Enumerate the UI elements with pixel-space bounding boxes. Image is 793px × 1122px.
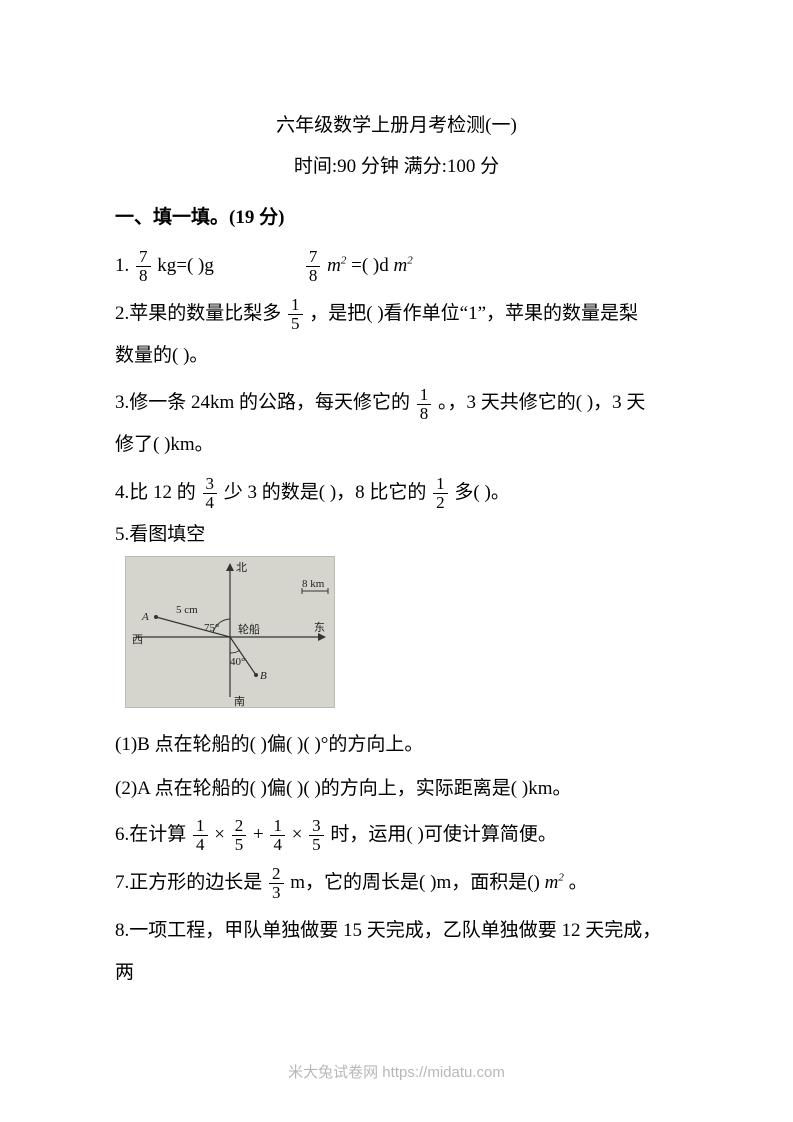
- question-2: 2.苹果的数量比梨多 1 5 ，是把( )看作单位“1”，苹果的数量是梨 数量的…: [115, 293, 678, 377]
- denominator: 8: [306, 267, 321, 285]
- times-sign: ×: [292, 824, 303, 845]
- denominator: 5: [232, 836, 247, 854]
- q3-text2: 修了( )km。: [115, 434, 214, 455]
- q2-text: ，是把( )看作单位“1”，苹果的数量是梨: [309, 303, 638, 324]
- denominator: 8: [136, 267, 151, 285]
- diagram-svg: 北 南 东 西 A 5 cm 75° B 40° 轮船 8 km: [126, 557, 334, 707]
- question-8: 8.一项工程，甲队单独做要 15 天完成，乙队单独做要 12 天完成，两: [115, 910, 678, 994]
- numerator: 3: [203, 475, 218, 494]
- q4-text2: 多( )。: [454, 482, 509, 503]
- q1-text: =( )d: [351, 255, 389, 276]
- m-squared: m2: [327, 255, 346, 276]
- dist-a-label: 5 cm: [176, 604, 198, 616]
- numerator: 2: [269, 865, 284, 884]
- numerator: 7: [306, 248, 321, 267]
- fraction: 1 5: [288, 296, 303, 333]
- m-squared: m2: [393, 255, 412, 276]
- m-squared: m2: [545, 872, 564, 893]
- numerator: 2: [232, 817, 247, 836]
- fraction: 7 8: [136, 248, 151, 285]
- question-6: 6.在计算 1 4 × 2 5 + 1 4 × 3 5 时，运用( )可使计算简…: [115, 814, 678, 856]
- numerator: 7: [136, 248, 151, 267]
- point-a-label: A: [141, 611, 149, 623]
- denominator: 4: [270, 836, 285, 854]
- angle-b-label: 40°: [230, 656, 245, 668]
- fraction: 2 3: [269, 865, 284, 902]
- q7-text: m，它的周长是( )m，面积是(): [290, 872, 544, 893]
- question-5: 5.看图填空: [115, 520, 678, 550]
- plus-sign: +: [253, 824, 264, 845]
- denominator: 2: [433, 494, 448, 512]
- south-label: 南: [234, 695, 245, 707]
- question-1: 1. 7 8 kg=( )g 7 8 m2 =( )d m2: [115, 245, 678, 287]
- page-subtitle: 时间:90 分钟 满分:100 分: [115, 151, 678, 178]
- q3-text: 。，3 天共修它的( )，3 天: [438, 392, 645, 413]
- q4-text: 少 3 的数是( )，8 比它的: [224, 482, 427, 503]
- point-b-label: B: [260, 670, 267, 682]
- numerator: 1: [417, 386, 432, 405]
- fraction: 1 2: [433, 475, 448, 512]
- question-5-sub2: (2)A 点在轮船的( )偏( )( )的方向上，实际距离是( )km。: [115, 770, 678, 808]
- q1-part1: 1. 7 8 kg=( )g: [115, 245, 214, 287]
- fraction: 1 4: [193, 817, 208, 854]
- numerator: 1: [433, 475, 448, 494]
- numerator: 1: [288, 296, 303, 315]
- denominator: 5: [309, 836, 324, 854]
- angle-a-label: 75°: [204, 622, 219, 634]
- fraction: 3 4: [203, 475, 218, 512]
- times-sign: ×: [214, 824, 225, 845]
- east-label: 东: [314, 621, 325, 634]
- q4-lead: 4.比 12 的: [115, 482, 196, 503]
- denominator: 3: [269, 884, 284, 902]
- m-label: m: [545, 872, 559, 893]
- denominator: 4: [203, 494, 218, 512]
- m-label: m: [393, 255, 407, 276]
- west-label: 西: [132, 634, 143, 646]
- question-3: 3.修一条 24km 的公路，每天修它的 1 8 。，3 天共修它的( )，3 …: [115, 382, 678, 466]
- q3-lead: 3.修一条 24km 的公路，每天修它的: [115, 392, 410, 413]
- q7-tail: 。: [569, 872, 588, 893]
- q2-lead: 2.苹果的数量比梨多: [115, 303, 281, 324]
- exam-page: 六年级数学上册月考检测(一) 时间:90 分钟 满分:100 分 一、填一填。(…: [0, 0, 793, 1122]
- q5-lead: 5.看图填空: [115, 524, 205, 545]
- question-7: 7.正方形的边长是 2 3 m，它的周长是( )m，面积是() m2 。: [115, 862, 678, 904]
- fraction: 3 5: [309, 817, 324, 854]
- denominator: 5: [288, 315, 303, 333]
- fraction: 1 8: [417, 386, 432, 423]
- q1-part2: 7 8 m2 =( )d m2: [304, 245, 413, 287]
- section-1-heading: 一、填一填。(19 分): [115, 202, 678, 229]
- numerator: 1: [270, 817, 285, 836]
- numerator: 1: [193, 817, 208, 836]
- numerator: 3: [309, 817, 324, 836]
- q1-lead: 1.: [115, 255, 134, 276]
- fraction: 1 4: [270, 817, 285, 854]
- m-label: m: [327, 255, 341, 276]
- q6-tail: 时，运用( )可使计算简便。: [330, 824, 556, 845]
- q2-text2: 数量的( )。: [115, 345, 208, 366]
- page-title: 六年级数学上册月考检测(一): [115, 110, 678, 137]
- question-5-sub1: (1)B 点在轮船的( )偏( )( )°的方向上。: [115, 726, 678, 764]
- page-footer: 米大兔试卷网 https://midatu.com: [0, 1061, 793, 1082]
- compass-diagram: 北 南 东 西 A 5 cm 75° B 40° 轮船 8 km: [125, 556, 335, 708]
- question-4: 4.比 12 的 3 4 少 3 的数是( )，8 比它的 1 2 多( )。: [115, 472, 678, 514]
- denominator: 8: [417, 405, 432, 423]
- fraction: 2 5: [232, 817, 247, 854]
- denominator: 4: [193, 836, 208, 854]
- fraction: 7 8: [306, 248, 321, 285]
- q7-lead: 7.正方形的边长是: [115, 872, 262, 893]
- ship-label: 轮船: [238, 622, 260, 636]
- q6-lead: 6.在计算: [115, 824, 186, 845]
- scale-label: 8 km: [302, 578, 325, 590]
- north-label: 北: [236, 561, 247, 574]
- q1-text: kg=( )g: [157, 255, 214, 276]
